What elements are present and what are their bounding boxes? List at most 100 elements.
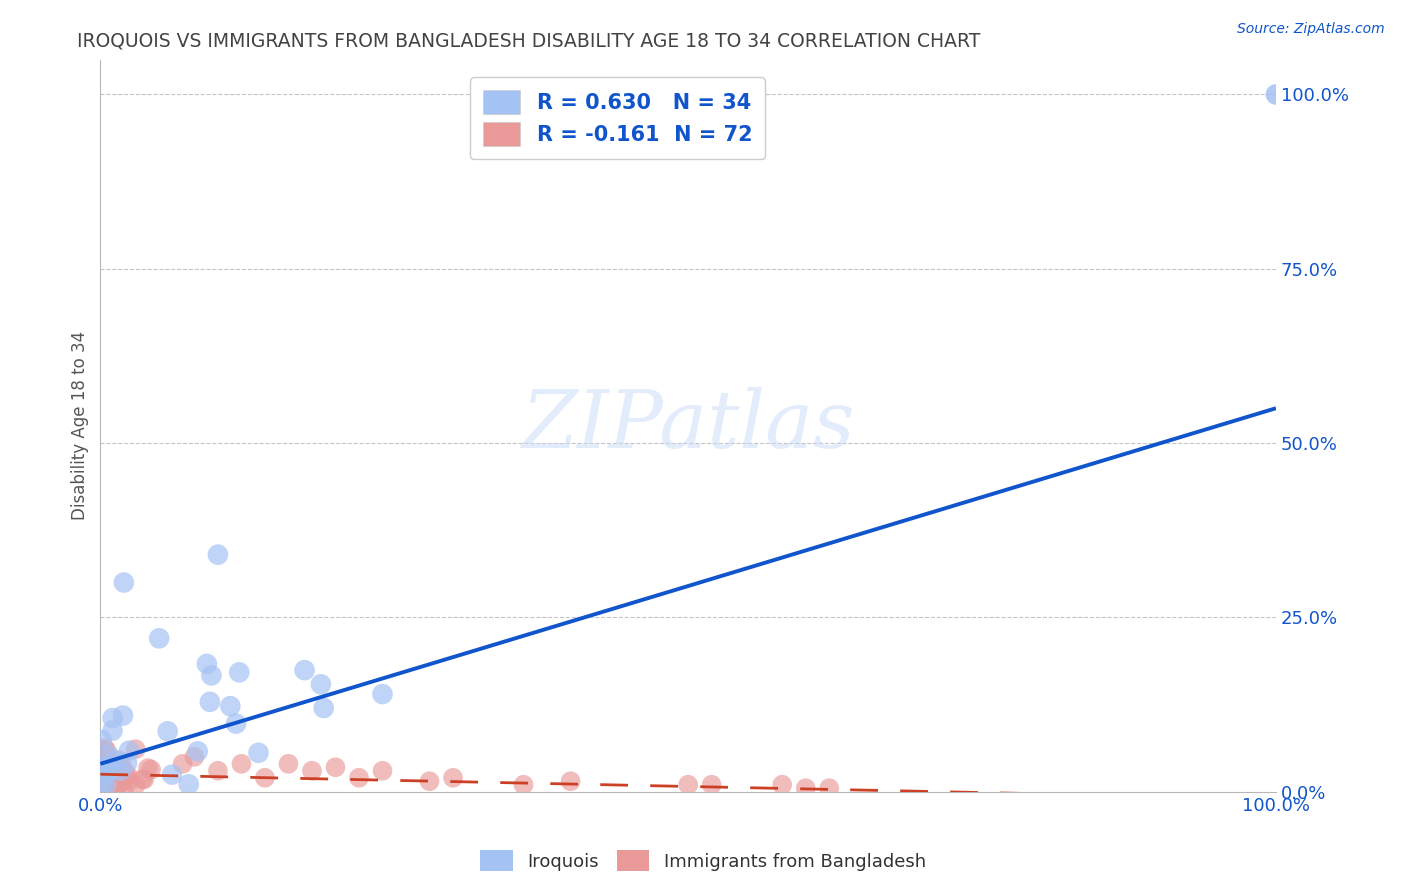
Point <box>253 771 276 785</box>
Point <box>93 770 115 784</box>
Point <box>93 761 115 775</box>
Point <box>101 711 124 725</box>
Point <box>108 773 131 788</box>
Point <box>112 575 135 590</box>
Point <box>90 772 112 786</box>
Point <box>98 770 121 784</box>
Point <box>93 760 115 774</box>
Point <box>90 759 112 773</box>
Point <box>105 760 128 774</box>
Point <box>96 772 118 786</box>
Point <box>107 779 129 793</box>
Point <box>1265 87 1288 102</box>
Point <box>371 764 394 778</box>
Point <box>90 777 112 791</box>
Point <box>103 772 125 787</box>
Point <box>172 756 194 771</box>
Point <box>131 772 153 787</box>
Point <box>139 763 162 777</box>
Point <box>207 764 229 778</box>
Legend: R = 0.630   N = 34, R = -0.161  N = 72: R = 0.630 N = 34, R = -0.161 N = 72 <box>470 78 765 159</box>
Point <box>94 772 117 786</box>
Point <box>105 767 128 781</box>
Point <box>96 758 118 772</box>
Point <box>115 756 138 770</box>
Point <box>90 762 112 776</box>
Point <box>294 663 316 677</box>
Point <box>247 746 270 760</box>
Point <box>100 756 122 770</box>
Point <box>231 756 253 771</box>
Point <box>207 548 229 562</box>
Point <box>134 772 156 787</box>
Point <box>148 632 170 646</box>
Point <box>110 764 132 778</box>
Text: Source: ZipAtlas.com: Source: ZipAtlas.com <box>1237 22 1385 37</box>
Point <box>97 748 120 763</box>
Point <box>676 778 699 792</box>
Point <box>200 668 222 682</box>
Point <box>818 781 841 796</box>
Point <box>125 778 148 792</box>
Point <box>177 777 200 791</box>
Point <box>93 741 115 756</box>
Point <box>90 744 112 758</box>
Point <box>103 763 125 777</box>
Point <box>90 760 112 774</box>
Point <box>90 733 112 747</box>
Point <box>183 749 205 764</box>
Point <box>187 744 209 758</box>
Point <box>441 771 464 785</box>
Point <box>512 778 534 792</box>
Point <box>301 764 323 778</box>
Point <box>96 780 118 794</box>
Point <box>794 781 817 796</box>
Point <box>700 778 723 792</box>
Point <box>93 773 115 788</box>
Point <box>96 743 118 757</box>
Text: IROQUOIS VS IMMIGRANTS FROM BANGLADESH DISABILITY AGE 18 TO 34 CORRELATION CHART: IROQUOIS VS IMMIGRANTS FROM BANGLADESH D… <box>77 31 981 50</box>
Point <box>93 772 115 787</box>
Point <box>325 760 347 774</box>
Point <box>110 775 132 789</box>
Point <box>104 762 127 776</box>
Point <box>114 764 136 779</box>
Point <box>371 687 394 701</box>
Point <box>118 773 141 788</box>
Point <box>97 782 120 797</box>
Point <box>277 756 299 771</box>
Point <box>96 778 118 792</box>
Point <box>219 699 242 714</box>
Point <box>124 742 146 756</box>
Point <box>347 771 370 785</box>
Point <box>94 750 117 764</box>
Y-axis label: Disability Age 18 to 34: Disability Age 18 to 34 <box>72 331 89 520</box>
Point <box>101 723 124 738</box>
Point <box>111 708 134 723</box>
Point <box>94 777 117 791</box>
Point <box>96 766 118 780</box>
Point <box>107 753 129 767</box>
Point <box>98 776 121 790</box>
Point <box>418 774 440 789</box>
Point <box>90 760 112 774</box>
Point <box>225 716 247 731</box>
Point <box>136 761 159 775</box>
Point <box>94 763 117 777</box>
Point <box>90 778 112 792</box>
Point <box>312 701 335 715</box>
Point <box>90 773 112 788</box>
Point <box>100 758 122 772</box>
Point <box>104 772 127 786</box>
Point <box>117 768 139 782</box>
Point <box>103 753 125 767</box>
Point <box>100 763 122 777</box>
Point <box>770 778 793 792</box>
Point <box>112 782 135 797</box>
Point <box>110 766 132 780</box>
Text: ZIPatlas: ZIPatlas <box>522 387 855 465</box>
Legend: Iroquois, Immigrants from Bangladesh: Iroquois, Immigrants from Bangladesh <box>472 843 934 879</box>
Point <box>90 768 112 782</box>
Point <box>195 657 218 671</box>
Point <box>96 771 118 785</box>
